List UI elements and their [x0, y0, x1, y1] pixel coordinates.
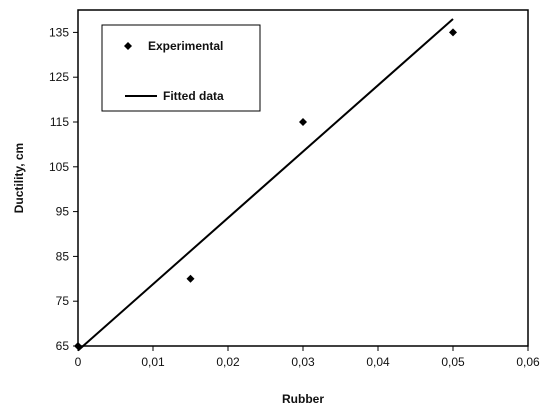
y-tick-label: 85 — [56, 249, 70, 263]
series-layer — [74, 18, 457, 352]
legend: Experimental Fitted data — [101, 24, 261, 112]
x-tick-label: 0,03 — [291, 355, 315, 369]
x-tick-label: 0,06 — [516, 355, 540, 369]
y-axis-label: Ductility, cm — [12, 143, 26, 213]
y-tick-label: 95 — [56, 205, 70, 219]
legend-marker-experimental — [124, 42, 132, 50]
y-tick-label: 125 — [49, 70, 69, 84]
y-tick-label: 75 — [56, 294, 70, 308]
data-point-experimental — [299, 118, 307, 126]
x-tick-label: 0,05 — [441, 355, 465, 369]
data-point-experimental — [74, 342, 82, 350]
x-axis-label: Rubber — [282, 392, 324, 406]
legend-label-fitted: Fitted data — [163, 89, 224, 103]
x-tick-label: 0,02 — [216, 355, 240, 369]
y-tick-label: 105 — [49, 160, 69, 174]
fitted-line — [77, 18, 454, 352]
y-tick-label: 135 — [49, 25, 69, 39]
data-point-experimental — [449, 28, 457, 37]
x-tick-label: 0 — [75, 355, 82, 369]
data-point-experimental — [186, 274, 195, 283]
y-tick-label: 65 — [56, 339, 70, 353]
x-tick-label: 0,04 — [366, 355, 390, 369]
legend-label-experimental: Experimental — [148, 39, 223, 53]
y-tick-label: 115 — [50, 115, 69, 129]
x-axis: 0 0,01 0,02 0,03 0,04 0,05 0,06 — [75, 346, 540, 369]
x-tick-label: 0,01 — [141, 355, 165, 369]
y-axis: 65 75 85 95 105 115 125 135 — [49, 25, 78, 353]
